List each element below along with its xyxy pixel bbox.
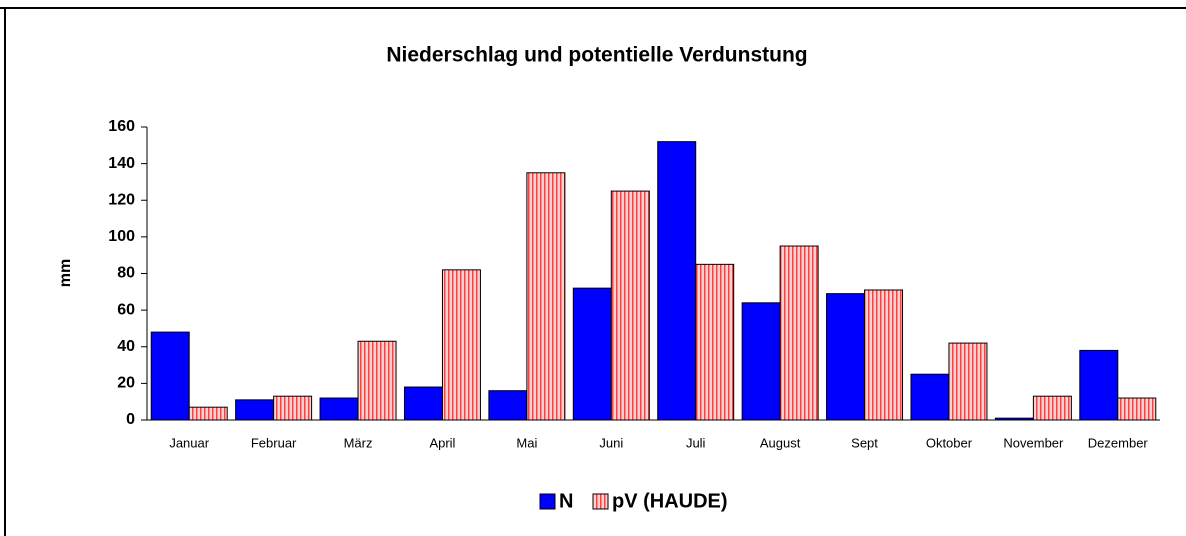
chart-title: Niederschlag und potentielle Verdunstung (386, 44, 807, 67)
x-tick-label: Mai (516, 435, 537, 450)
bar (1032, 395, 1072, 421)
bar (357, 340, 397, 421)
bar (610, 190, 650, 421)
x-tick-label: April (429, 435, 455, 450)
y-tick-label: 20 (117, 375, 135, 392)
legend-swatch (539, 493, 556, 510)
bar (441, 269, 481, 421)
bar (319, 397, 359, 421)
bar (826, 293, 866, 421)
bar (1079, 349, 1119, 421)
bar (741, 302, 781, 421)
y-tick-label: 140 (108, 155, 135, 172)
y-tick-label: 160 (108, 118, 135, 135)
bar (488, 390, 528, 421)
bar (1117, 397, 1157, 421)
x-tick-label: März (344, 435, 373, 450)
y-tick-label: 100 (108, 228, 135, 245)
bar (695, 263, 735, 421)
bar (572, 287, 612, 421)
bar (526, 172, 566, 421)
y-tick-label: 120 (108, 191, 135, 208)
bar (150, 331, 190, 421)
bar (864, 289, 904, 421)
x-tick-label: Dezember (1088, 435, 1149, 450)
bar (235, 399, 275, 421)
legend-label: pV (HAUDE) (612, 490, 728, 512)
y-axis-label: mm (57, 259, 74, 287)
x-tick-label: Februar (251, 435, 297, 450)
x-tick-label: Oktober (926, 435, 973, 450)
x-tick-label: August (760, 435, 801, 450)
bar (948, 342, 988, 421)
x-tick-label: Juli (686, 435, 706, 450)
bar (273, 395, 313, 421)
x-tick-label: November (1003, 435, 1064, 450)
legend-label: N (559, 490, 573, 512)
bar (779, 245, 819, 421)
x-tick-label: Sept (851, 435, 878, 450)
y-tick-label: 0 (126, 411, 135, 428)
bar (403, 386, 443, 421)
x-tick-label: Juni (599, 435, 623, 450)
x-tick-label: Januar (169, 435, 209, 450)
bar (657, 141, 697, 421)
legend-swatch (592, 493, 609, 510)
bar (910, 373, 950, 421)
bar (188, 406, 228, 421)
y-tick-label: 60 (117, 301, 135, 318)
y-tick-label: 80 (117, 265, 135, 282)
y-tick-label: 40 (117, 338, 135, 355)
